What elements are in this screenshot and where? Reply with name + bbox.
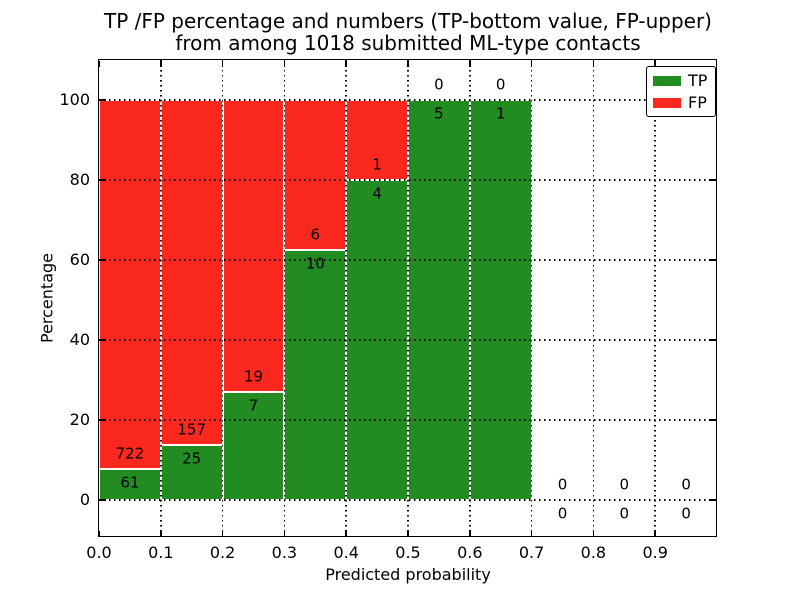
fp-count-label: 6 [310,225,321,244]
y-tick-label: 40 [69,330,90,349]
fp-count-label: 0 [619,475,630,494]
y-axis-tick-right [710,259,716,261]
gridline-vertical [654,60,656,537]
y-tick-label: 0 [79,490,90,509]
chart-title-line1: TP /FP percentage and numbers (TP-bottom… [104,9,712,33]
x-tick-label: 0.2 [209,543,236,562]
y-axis-tick-right [710,419,716,421]
tp-count-label: 10 [305,254,325,273]
bar-segment-fp [222,100,285,393]
x-tick-label: 0.3 [271,543,298,562]
y-axis-tick-right [710,499,716,501]
bar-segment-tp [469,100,532,500]
y-tick-label: 100 [59,90,90,109]
tp-count-label: 61 [120,473,140,492]
x-axis-tick [530,531,533,537]
x-axis-tick [345,531,347,537]
y-axis-label: Percentage [37,252,57,344]
x-axis-tick [654,531,656,537]
tp-count-label: 0 [681,504,691,523]
x-tick-label: 0.9 [642,543,668,562]
y-tick-label: 20 [69,410,90,429]
bar-segment-tp [408,100,470,500]
y-axis-tick [100,179,106,181]
y-axis-tick [100,259,106,261]
y-axis-tick [100,499,106,501]
x-tick-label: 0.5 [395,543,421,562]
fp-count-label: 0 [557,475,568,494]
x-axis-tick-top [98,61,100,67]
y-axis-tick-right [710,339,716,341]
fp-count-label: 1 [372,155,382,174]
gridline-vertical [407,60,409,537]
fp-count-label: 19 [243,367,264,386]
legend-swatch-fp [653,97,681,108]
gridline-vertical [160,60,162,537]
gridline-vertical [530,60,533,537]
tp-count-label: 25 [182,449,202,468]
x-axis-tick-top [345,61,347,67]
chart-title-line2: from among 1018 submitted ML-type contac… [175,31,641,55]
fp-count-label: 157 [177,420,207,439]
x-axis-tick-top [283,61,286,67]
y-axis-tick [100,339,106,341]
fp-count-label: 0 [681,475,691,494]
bar-segment-fp [160,100,223,446]
y-axis-tick-right [710,179,716,181]
x-axis-tick [160,531,162,537]
gridline-vertical [592,60,595,537]
legend-label-fp: FP [688,93,707,112]
x-tick-label: 0.4 [333,543,359,562]
x-axis-tick-top [407,61,409,67]
x-axis-tick [592,531,595,537]
y-axis-tick [100,419,106,421]
fp-count-label: 722 [115,444,145,463]
x-axis-tick-top [160,61,162,67]
bar-segment-tp [284,250,347,500]
gridline-vertical [469,60,471,537]
x-axis-tick-top [221,61,224,67]
legend-item-tp: TP [653,72,707,89]
y-tick-label: 60 [69,250,90,269]
legend-label-tp: TP [688,71,708,90]
tp-count-label: 0 [557,504,568,523]
tp-count-label: 4 [372,184,382,203]
x-tick-label: 0.6 [457,543,483,562]
x-axis-tick-top [592,61,595,67]
gridline-vertical [221,60,224,537]
x-axis-tick [283,531,286,537]
y-tick-label: 80 [69,170,90,189]
x-tick-label: 0.1 [148,543,174,562]
gridline-vertical [345,60,347,537]
legend-item-fp: FP [653,94,707,111]
x-axis-tick [221,531,224,537]
x-axis-label: Predicted probability [325,565,491,584]
y-axis-tick [100,99,106,101]
tp-count-label: 7 [248,396,259,415]
x-axis-tick-top [654,61,656,67]
tp-count-label: 0 [619,504,630,523]
fp-count-label: 0 [434,75,444,94]
tp-count-label: 1 [495,104,506,123]
x-axis-tick [407,531,409,537]
gridline-vertical [283,60,286,537]
tp-count-label: 5 [434,104,444,123]
legend: TP FP [646,66,717,117]
x-tick-label: 0.8 [580,543,607,562]
x-tick-label: 0.0 [86,543,112,562]
legend-swatch-tp [653,75,681,86]
x-tick-label: 0.7 [518,543,545,562]
x-axis-tick-top [530,61,533,67]
bar-segment-fp [99,100,161,469]
x-axis-tick-top [469,61,471,67]
x-axis-tick [98,531,100,537]
fp-count-label: 0 [495,75,506,94]
x-axis-tick [469,531,471,537]
